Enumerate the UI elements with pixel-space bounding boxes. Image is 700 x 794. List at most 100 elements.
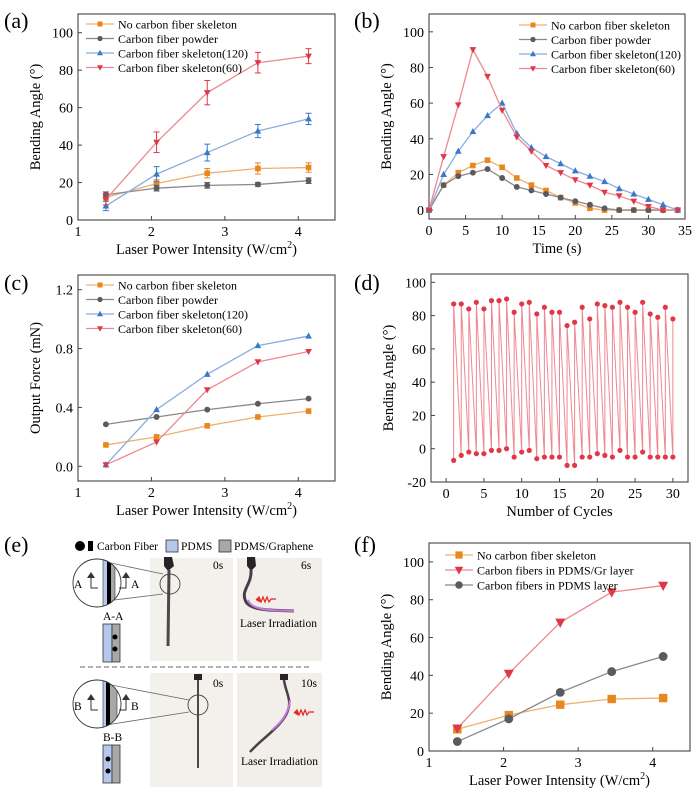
legend-marker [97,296,103,303]
peak-point [655,314,661,320]
legend-marker [530,22,536,28]
data-point [630,207,637,214]
peak-point [579,304,585,310]
data-point [587,205,593,212]
x-tick-label: 20 [568,224,582,239]
data-point [469,169,476,176]
series-carbon-fiber-skeleton-60- [102,48,312,206]
trough-point [503,446,510,452]
x-axis-label: Laser Power Intensity (W/cm2) [469,771,650,789]
y-tick-label: 100 [403,26,424,41]
legend-marker [454,566,464,575]
legend-label: No carbon fiber skeleton [118,279,237,293]
trough-point [541,454,547,460]
x-tick-label: 5 [480,487,487,502]
legend-label: Carbon fiber skeleton(120) [551,48,681,62]
series-carbon-fibers-in-pdms-layer [452,652,668,746]
data-point [440,182,447,189]
trough-point [594,451,600,457]
x-tick-label: 0 [443,487,450,502]
x-tick-label: 15 [553,487,567,502]
peak-point [451,301,457,307]
trough-point [466,449,472,455]
data-point [601,205,608,212]
legend-label: Carbon fiber skeleton(60) [118,322,242,336]
trough-point [519,449,525,455]
plot-frame [77,274,336,482]
series-carbon-fibers-in-pdms-gr-layer [452,581,669,734]
section-label-b: B-B [103,732,123,744]
data-point [153,139,160,146]
data-point [440,154,447,161]
legend-label: No carbon fiber skeleton [477,549,596,563]
trough-point [624,454,631,460]
data-point [452,724,463,734]
data-point [504,714,514,724]
legend-marker [530,66,536,72]
magnify-circle [187,694,209,716]
cross-section-b-graphene [111,744,121,784]
data-point [254,341,262,349]
data-point [607,694,616,704]
chart-c: 1 2 3 4 0.0 0.4 0.8 1.2 Laser Power Intensity (W… [28,274,336,519]
panel-label-e: (e) [4,532,28,557]
x-tick-label: 25 [605,224,619,239]
panel-label-f: (f) [354,532,376,557]
peak-point [662,304,668,310]
trough-point [579,454,585,460]
chart-d: 0 5 10 15 20 25 30 -20 0 20 40 60 80 100 Number of Cyc… [381,273,689,520]
legend-item: Carbon fiber skeleton(120) [86,47,248,61]
peak-point [632,309,638,315]
section-letter-b-left: B [74,701,82,713]
data-point [484,73,491,81]
zoom-line [105,711,190,726]
x-tick-label: 30 [641,224,655,239]
series-carbon-fiber-skeleton-60- [102,348,312,469]
laser-arrow-icon [294,710,298,716]
peak-point [640,299,646,305]
data-point [555,618,566,628]
series-line [428,47,678,211]
y-tick-label: 80 [59,64,73,79]
legend-marker [530,50,536,57]
x-tick-label: 10 [515,487,529,502]
legend-item: Carbon fibers in PDMS layer [445,579,618,593]
data-point [586,172,594,179]
x-tick-label: 30 [666,487,680,502]
legend: No carbon fiber skeleton Carbon fibers in… [445,549,634,593]
y-tick-label: 80 [412,310,426,325]
series-line [105,118,309,207]
data-point [484,111,491,119]
data-point [513,183,520,190]
data-point [452,737,462,746]
data-point [630,198,638,205]
data-point [674,207,682,214]
x-tick-label: 1 [426,756,433,771]
caption-top: Laser Irradiation [240,618,317,630]
caption-bottom: Laser Irradiation [241,756,318,768]
y-axis-label: Bending Angle (°) [381,325,397,432]
section-arrow-icon [119,696,127,711]
clamp-icon [247,557,256,571]
y-tick-label: 20 [59,177,73,192]
peak-point [526,299,532,305]
y-tick-label: 0 [419,443,426,458]
legend-marker [97,65,103,71]
carbon-fiber-bar-icon [88,541,93,551]
data-point [557,170,565,177]
data-point [305,53,312,60]
x-tick-label: 1 [75,225,82,240]
peak-point [488,298,495,304]
y-tick-label: 20 [410,707,424,722]
data-point [498,99,506,106]
data-point [557,194,564,201]
data-point [305,332,312,339]
plot-frame [428,542,691,752]
data-point [484,157,491,163]
peak-point [609,304,616,310]
y-tick-label: 0.4 [56,401,74,416]
panel-label-c: (c) [4,270,28,295]
trough-point [488,447,495,453]
data-point [542,163,550,170]
